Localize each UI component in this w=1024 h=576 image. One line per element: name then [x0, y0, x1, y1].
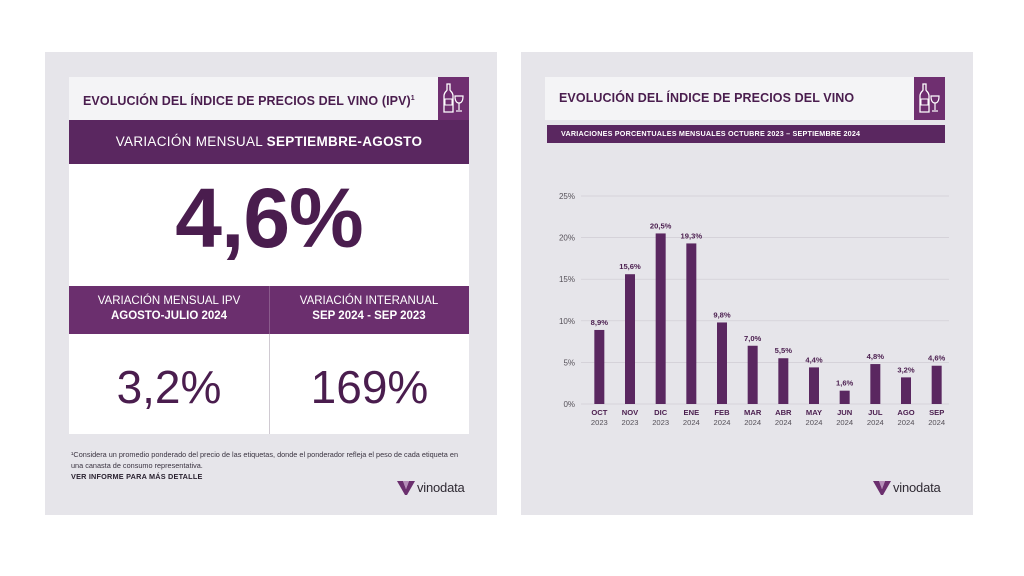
vinodata-logo-icon	[397, 481, 415, 495]
x-tick-year-label: 2023	[591, 418, 608, 427]
x-tick-year-label: 2023	[622, 418, 639, 427]
x-tick-label: MAR	[744, 408, 762, 417]
x-tick-label: JUN	[837, 408, 852, 417]
left-title: EVOLUCIÓN DEL ÍNDICE DE PRECIOS DEL VINO…	[83, 94, 415, 109]
x-tick-year-label: 2024	[683, 418, 700, 427]
monthly-variation-value: 4,6%	[175, 171, 363, 265]
bar	[809, 367, 819, 404]
x-tick-label: AGO	[897, 408, 914, 417]
bar	[931, 365, 942, 404]
bar-value-label: 3,2%	[897, 365, 915, 374]
x-tick-label: FEB	[714, 408, 730, 417]
footnote: ¹Considera un promedio ponderado del pre…	[71, 450, 459, 470]
x-tick-year-label: 2024	[836, 418, 853, 427]
bar	[594, 329, 605, 404]
y-tick-label: 0%	[563, 400, 575, 409]
bar	[747, 345, 758, 404]
bar-value-label: 7,0%	[744, 334, 762, 343]
bar	[778, 358, 789, 404]
chart-subtitle: VARIACIONES PORCENTUALES MENSUALES OCTUB…	[547, 125, 945, 143]
right-title: EVOLUCIÓN DEL ÍNDICE DE PRECIOS DEL VINO	[559, 91, 855, 105]
wine-bottle-glass-icon	[914, 77, 945, 120]
bar	[901, 377, 911, 404]
x-tick-year-label: 2024	[775, 418, 792, 427]
header-separator	[269, 286, 270, 334]
x-tick-label: ENE	[684, 408, 700, 417]
bar-value-label: 9,8%	[713, 310, 731, 319]
monthly-value-box: 4,6%	[69, 164, 469, 286]
x-tick-year-label: 2024	[806, 418, 823, 427]
bar	[655, 233, 666, 404]
ipv-chart-card: EVOLUCIÓN DEL ÍNDICE DE PRECIOS DEL VINO…	[521, 52, 973, 515]
x-tick-year-label: 2024	[744, 418, 761, 427]
vinodata-logo-icon	[873, 481, 891, 495]
ipv-summary-card: EVOLUCIÓN DEL ÍNDICE DE PRECIOS DEL VINO…	[45, 52, 497, 515]
x-tick-label: NOV	[622, 408, 639, 417]
bar-value-label: 4,6%	[928, 354, 946, 363]
x-tick-label: OCT	[591, 408, 607, 417]
y-tick-label: 15%	[559, 275, 575, 284]
bar-value-label: 4,8%	[867, 352, 885, 361]
bar	[839, 390, 850, 404]
x-tick-label: SEP	[929, 408, 944, 417]
bar	[870, 364, 881, 404]
report-link[interactable]: VER INFORME PARA MÁS DETALLE	[71, 472, 203, 481]
bar	[686, 243, 697, 404]
bar	[625, 274, 635, 404]
ipv-monthly-value: 3,2%	[116, 361, 222, 413]
left-title-bar: EVOLUCIÓN DEL ÍNDICE DE PRECIOS DEL VINO…	[69, 77, 469, 120]
x-tick-label: JUL	[868, 408, 883, 417]
bar-value-label: 5,5%	[775, 346, 793, 355]
bar-value-label: 1,6%	[836, 379, 854, 388]
x-tick-year-label: 2024	[898, 418, 915, 427]
x-tick-label: MAY	[806, 408, 822, 417]
bar-value-label: 15,6%	[619, 262, 641, 271]
y-tick-label: 5%	[563, 358, 575, 367]
monthly-variation-header: VARIACIÓN MENSUAL SEPTIEMBRE-AGOSTO	[69, 120, 469, 164]
x-tick-label: DIC	[654, 408, 668, 417]
x-tick-year-label: 2023	[652, 418, 669, 427]
bar-value-label: 19,3%	[681, 231, 703, 240]
interannual-header: VARIACIÓN INTERANUAL SEP 2024 - SEP 2023	[269, 286, 469, 334]
ipv-monthly-value-box: 3,2%	[69, 334, 269, 434]
y-tick-label: 20%	[559, 234, 575, 243]
right-title-bar: EVOLUCIÓN DEL ÍNDICE DE PRECIOS DEL VINO	[545, 77, 945, 120]
x-tick-year-label: 2024	[714, 418, 731, 427]
bar-value-label: 20,5%	[650, 221, 672, 230]
value-divider	[269, 334, 270, 434]
bar	[717, 322, 727, 404]
wine-bottle-glass-icon	[438, 77, 469, 120]
bar-value-label: 8,9%	[591, 318, 609, 327]
x-tick-year-label: 2024	[928, 418, 945, 427]
x-tick-year-label: 2024	[867, 418, 884, 427]
x-tick-label: ABR	[775, 408, 792, 417]
interannual-value: 169%	[310, 361, 429, 413]
interannual-value-box: 169%	[270, 334, 469, 434]
y-tick-label: 10%	[559, 317, 575, 326]
bar-value-label: 4,4%	[805, 355, 823, 364]
ipv-monthly-header: VARIACIÓN MENSUAL IPV AGOSTO-JULIO 2024	[69, 286, 269, 334]
monthly-variation-bar-chart: 0%5%10%15%20%25%8,9%OCT202315,6%NOV20232…	[559, 192, 949, 427]
y-tick-label: 25%	[559, 192, 575, 201]
